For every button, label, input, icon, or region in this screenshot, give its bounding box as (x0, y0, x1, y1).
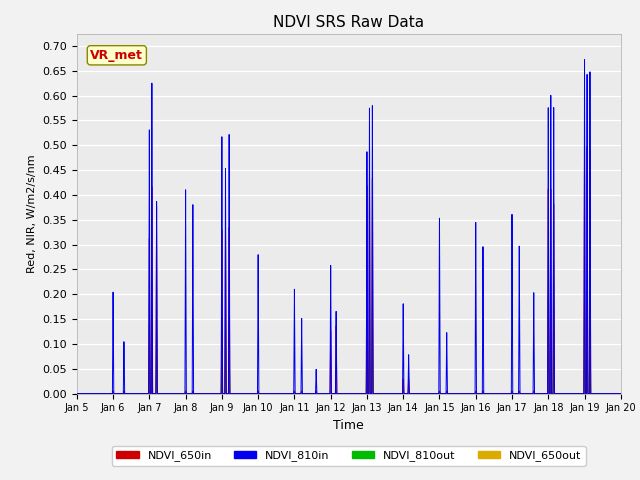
Y-axis label: Red, NIR, W/m2/s/nm: Red, NIR, W/m2/s/nm (27, 154, 36, 273)
Title: NDVI SRS Raw Data: NDVI SRS Raw Data (273, 15, 424, 30)
Text: VR_met: VR_met (90, 49, 143, 62)
X-axis label: Time: Time (333, 419, 364, 432)
Legend: NDVI_650in, NDVI_810in, NDVI_810out, NDVI_650out: NDVI_650in, NDVI_810in, NDVI_810out, NDV… (112, 446, 586, 466)
